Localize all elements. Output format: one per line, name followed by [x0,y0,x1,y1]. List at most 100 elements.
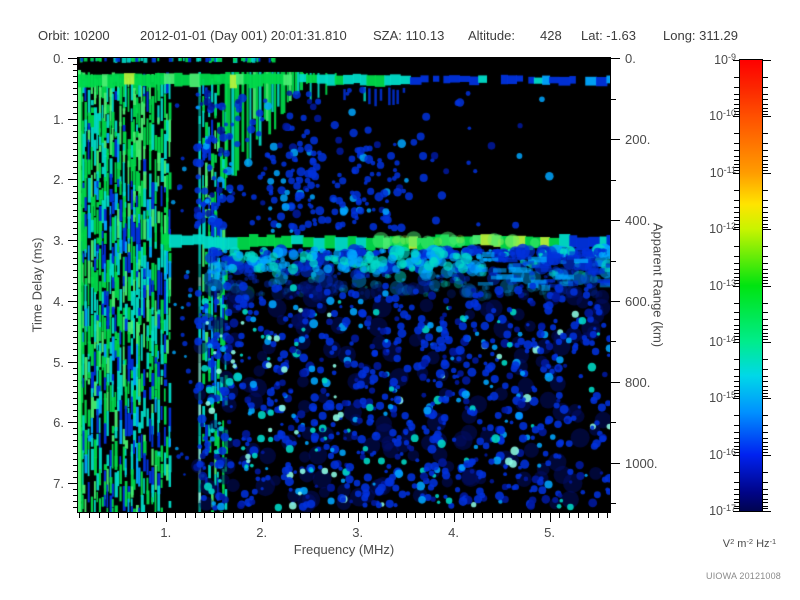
colorbar-minor-tick [734,273,739,274]
x-axis-tick-label: 1. [160,525,172,540]
colorbar-minor-tick [763,395,768,397]
colorbar-minor-tick [734,77,739,78]
left-axis-minor-tick [73,337,78,339]
colorbar-minor-tick [763,324,768,326]
colorbar-major-tick [733,341,739,343]
left-axis-major-tick [68,118,78,120]
left-axis-minor-tick [73,458,78,460]
colorbar-labels: 10-9 10-10 10-11 10-12 10-13 10-14 10-15 10-16 1… [688,52,736,522]
left-axis-minor-tick [73,88,78,90]
colorbar-minor-tick [734,375,739,377]
x-axis-minor-tick [213,513,215,518]
colorbar-minor-tick [763,449,768,451]
colorbar-major-tick [763,341,771,343]
colorbar-major-tick [733,116,739,118]
colorbar-minor-tick [763,103,768,105]
left-axis-minor-tick [73,312,78,314]
colorbar-minor-tick [763,381,768,383]
x-axis-minor-tick [376,513,378,518]
left-axis-minor-tick [73,276,78,278]
x-axis-minor-tick [108,513,110,518]
right-axis-minor-tick [611,422,616,424]
left-axis-minor-tick [73,440,78,442]
left-axis-minor-tick [73,391,78,393]
colorbar-minor-tick [763,502,768,504]
colorbar-minor-tick [763,268,768,270]
left-axis-minor-tick [73,149,78,150]
colorbar-minor-tick [763,312,768,314]
left-axis-minor-tick [73,331,78,333]
right-axis-tick-label: 600. [625,293,651,309]
left-axis-minor-tick [73,258,78,260]
x-axis-major-tick [165,513,167,522]
colorbar-major-tick [733,60,739,61]
colorbar-minor-tick [734,199,739,201]
colorbar-major-tick [733,285,739,287]
x-axis-minor-tick [290,513,292,518]
colorbar-major-tick [733,172,739,174]
colorbar-minor-tick [734,223,739,225]
right-axis-tick-label: 400. [625,213,651,228]
colorbar-minor-tick [763,113,768,115]
colorbar-minor-tick [763,206,768,208]
colorbar-tick-label: 10-14 [709,333,736,349]
right-axis-major-tick [611,139,620,140]
colorbar-minor-tick [734,333,739,335]
colorbar-minor-tick [734,494,739,495]
right-axis: 0. 200. 400. 600. 800. 1000. [611,51,675,516]
colorbar-minor-tick [734,164,739,165]
x-axis-minor-tick [607,513,609,518]
colorbar-minor-tick [734,160,739,162]
left-axis-minor-tick [73,234,78,235]
right-axis-tick-label: 200. [625,132,651,147]
colorbar-major-tick [733,454,739,456]
colorbar-minor-tick [734,246,739,248]
right-axis-tick-label: 1000. [625,455,658,471]
colorbar-minor-tick [734,481,739,483]
colorbar-tick-label: 10-9 [714,52,736,67]
left-axis-minor-tick [73,379,78,381]
x-axis-minor-tick [463,513,465,518]
colorbar-major-tick [763,116,771,118]
left-axis-minor-tick [73,367,78,369]
colorbar-minor-tick [734,206,739,208]
left-axis-minor-tick [73,221,78,223]
x-axis-tick-label: 5. [544,525,556,540]
colorbar-minor-tick [763,199,768,201]
colorbar-minor-tick [763,389,768,391]
colorbar-minor-tick [763,155,768,157]
colorbar-minor-tick [763,385,768,387]
colorbar-minor-tick [763,452,768,453]
left-axis-major-tick [68,422,78,424]
colorbar-minor-tick [734,432,739,434]
left-axis-tick-label: 6. [53,415,64,431]
colorbar-minor-tick [763,368,768,370]
right-axis-major-tick [611,381,620,383]
colorbar-minor-tick [763,143,768,145]
colorbar-minor-tick [734,155,739,157]
colorbar-minor-tick [734,425,739,427]
long-readout: Long: 311.29 [663,28,738,43]
left-axis-minor-tick [73,325,78,327]
right-axis-major-tick [611,58,620,59]
colorbar-minor-tick [734,312,739,314]
x-axis-minor-tick [309,513,311,518]
colorbar-minor-tick [763,77,768,78]
left-axis-minor-tick [73,70,78,72]
colorbar-minor-tick [763,471,768,473]
left-axis-minor-tick [73,416,78,418]
left-axis-tick-label: 7. [53,475,64,491]
left-axis-minor-tick [73,434,78,436]
colorbar-minor-tick [734,216,739,218]
x-axis-minor-tick [204,513,206,518]
colorbar-minor-tick [763,226,768,228]
left-axis-minor-tick [73,106,78,108]
left-axis-minor-tick [73,355,78,357]
colorbar-minor-tick [763,273,768,274]
colorbar-minor-tick [734,276,739,278]
sza-readout: SZA: 110.13 [373,28,445,43]
left-axis-minor-tick [73,495,78,496]
colorbar-tick-label: 10-12 [709,221,736,237]
left-axis-minor-tick [73,136,78,138]
left-axis-major-tick [68,482,78,484]
